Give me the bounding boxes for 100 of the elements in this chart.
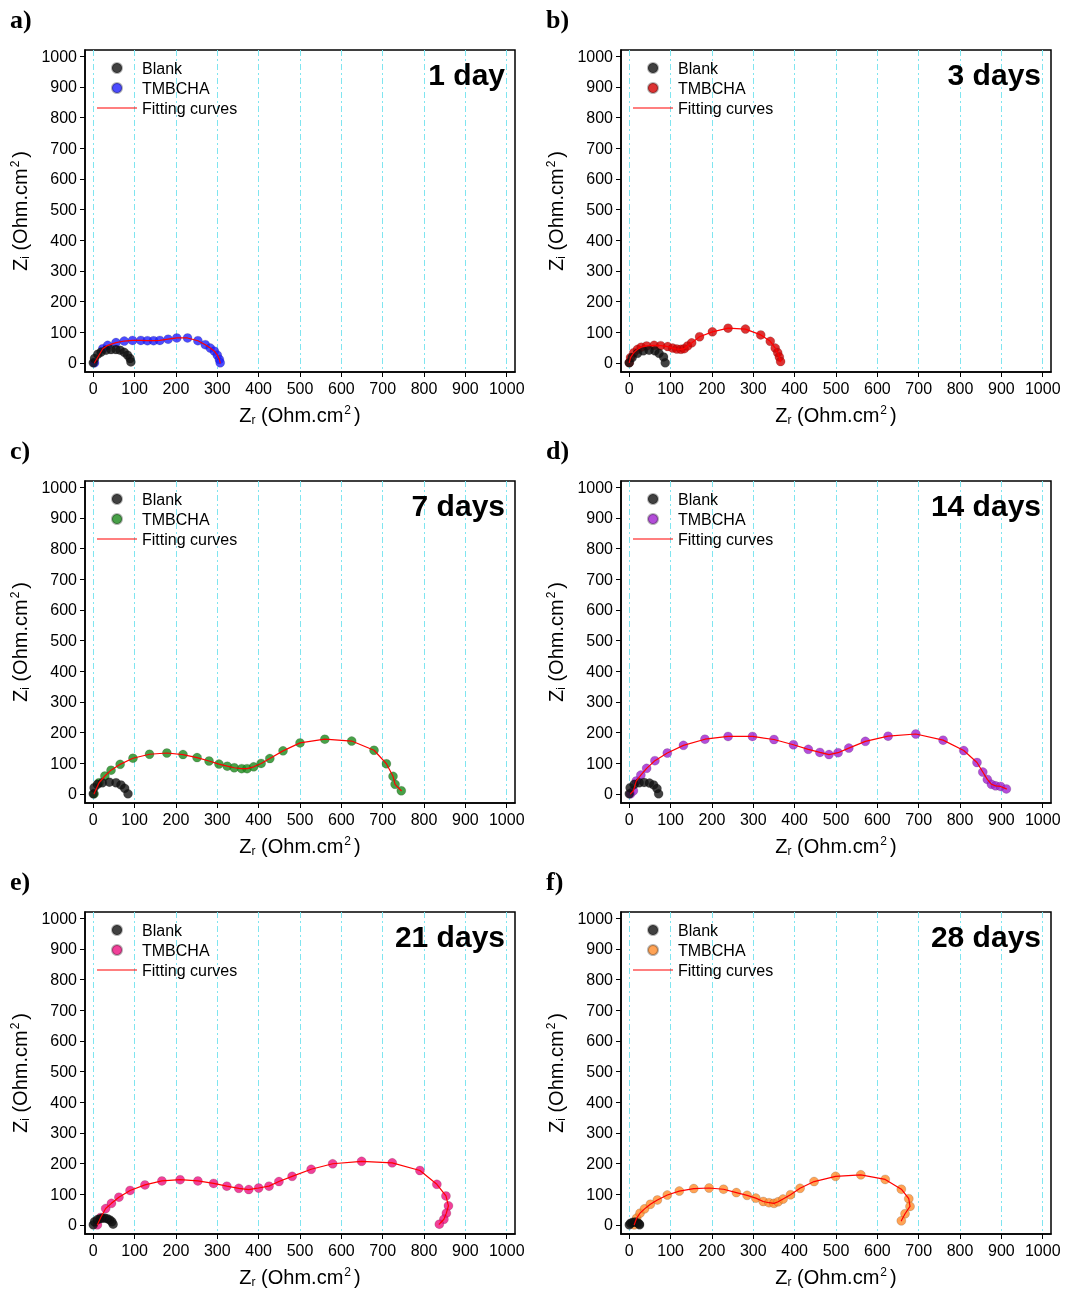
y-tick-label: 200 (586, 723, 614, 741)
y-tick-label: 700 (50, 1001, 78, 1019)
y-tick-label: 900 (50, 940, 78, 958)
y-tick-label: 800 (50, 970, 78, 988)
x-tick-label: 200 (698, 810, 726, 828)
x-tick-label: 0 (624, 379, 634, 397)
y-tick-label: 900 (586, 78, 614, 96)
x-tick-label: 200 (162, 810, 190, 828)
y-tick-label: 0 (604, 354, 614, 372)
x-tick-label: 300 (739, 810, 767, 828)
y-tick-label: 400 (50, 662, 78, 680)
x-tick-label: 800 (410, 379, 438, 397)
x-tick-label: 1000 (1024, 810, 1061, 828)
y-tick-label: 0 (68, 1216, 78, 1234)
x-tick-label: 0 (88, 379, 98, 397)
y-tick-label: 600 (586, 1032, 614, 1050)
y-tick-label: 900 (586, 940, 614, 958)
y-tick-label: 700 (586, 139, 614, 157)
chart-title: 28 days (930, 919, 1042, 953)
x-tick-label: 200 (698, 1241, 726, 1259)
y-tick-label: 300 (50, 262, 78, 280)
text: d) (546, 435, 570, 465)
y-tick-label: 100 (50, 1185, 78, 1203)
x-tick-label: 1000 (488, 1241, 525, 1259)
x-tick-label: 800 (410, 1241, 438, 1259)
x-tick-label: 700 (905, 810, 933, 828)
legend-label: Fitting curves (142, 99, 238, 117)
y-tick-label: 800 (586, 108, 614, 126)
text: f) (546, 866, 564, 896)
x-tick-label: 900 (988, 379, 1015, 397)
x-tick-label: 600 (863, 1241, 891, 1259)
chart-title: 3 days (947, 57, 1042, 91)
x-tick-label: 0 (624, 1241, 634, 1259)
y-tick-label: 0 (68, 785, 78, 803)
y-axis-title: Zi (Ohm.cm2) (543, 1013, 568, 1133)
y-tick-label: 400 (50, 1093, 78, 1111)
text: e) (10, 866, 31, 896)
legend-label: Fitting curves (678, 961, 774, 979)
x-tick-label: 200 (162, 379, 190, 397)
x-tick-label: 800 (946, 379, 974, 397)
x-tick-label: 700 (905, 379, 933, 397)
x-tick-label: 200 (698, 379, 726, 397)
x-tick-label: 900 (988, 1241, 1015, 1259)
legend-label: Fitting curves (678, 530, 774, 548)
y-tick-label: 900 (50, 78, 78, 96)
chart-title: 14 days (930, 488, 1042, 522)
y-tick-label: 500 (50, 1062, 78, 1080)
x-tick-label: 500 (286, 810, 314, 828)
x-tick-label: 300 (203, 379, 231, 397)
x-tick-label: 300 (739, 1241, 767, 1259)
y-tick-label: 700 (50, 570, 78, 588)
x-tick-label: 100 (657, 810, 685, 828)
x-tick-label: 100 (121, 379, 149, 397)
legend-label: Fitting curves (678, 99, 774, 117)
y-axis-title: Zi (Ohm.cm2) (7, 582, 32, 702)
text: c) (10, 435, 31, 465)
legend-label: TMBCHA (142, 941, 210, 959)
x-tick-label: 200 (162, 1241, 190, 1259)
y-tick-label: 800 (50, 539, 78, 557)
x-tick-label: 400 (245, 1241, 273, 1259)
x-tick-label: 100 (121, 810, 149, 828)
x-tick-label: 500 (822, 1241, 850, 1259)
x-tick-label: 300 (203, 1241, 231, 1259)
y-tick-label: 600 (50, 170, 78, 188)
y-axis-title: Zi (Ohm.cm2) (543, 582, 568, 702)
legend-label: Blank (142, 921, 184, 939)
y-tick-label: 500 (50, 631, 78, 649)
y-tick-label: 800 (50, 108, 78, 126)
y-tick-label: 100 (586, 1185, 614, 1203)
y-tick-label: 0 (604, 785, 614, 803)
y-tick-label: 700 (586, 1001, 614, 1019)
y-tick-label: 1000 (577, 47, 614, 65)
x-tick-label: 600 (327, 810, 355, 828)
y-axis-title: Zi (Ohm.cm2) (7, 151, 32, 271)
y-tick-label: 300 (586, 693, 614, 711)
y-tick-label: 1000 (41, 478, 78, 496)
y-tick-label: 300 (50, 1124, 78, 1142)
y-tick-label: 200 (50, 723, 78, 741)
x-tick-label: 700 (369, 1241, 397, 1259)
y-tick-label: 800 (586, 539, 614, 557)
y-tick-label: 0 (68, 354, 78, 372)
x-tick-label: 600 (327, 379, 355, 397)
x-tick-label: 1000 (488, 379, 525, 397)
x-tick-label: 600 (327, 1241, 355, 1259)
y-tick-label: 200 (50, 292, 78, 310)
x-tick-label: 1000 (1024, 1241, 1061, 1259)
legend-label: Fitting curves (142, 530, 238, 548)
y-tick-label: 900 (50, 509, 78, 527)
x-tick-label: 400 (781, 379, 809, 397)
x-tick-label: 400 (781, 810, 809, 828)
y-tick-label: 200 (586, 292, 614, 310)
x-tick-label: 900 (452, 379, 479, 397)
x-tick-label: 0 (88, 1241, 98, 1259)
y-tick-label: 100 (50, 323, 78, 341)
y-tick-label: 1000 (577, 478, 614, 496)
x-tick-label: 400 (781, 1241, 809, 1259)
x-tick-label: 500 (822, 810, 850, 828)
chart-title: 7 days (411, 488, 506, 522)
y-axis-title: Zi (Ohm.cm2) (543, 151, 568, 271)
y-tick-label: 800 (586, 970, 614, 988)
